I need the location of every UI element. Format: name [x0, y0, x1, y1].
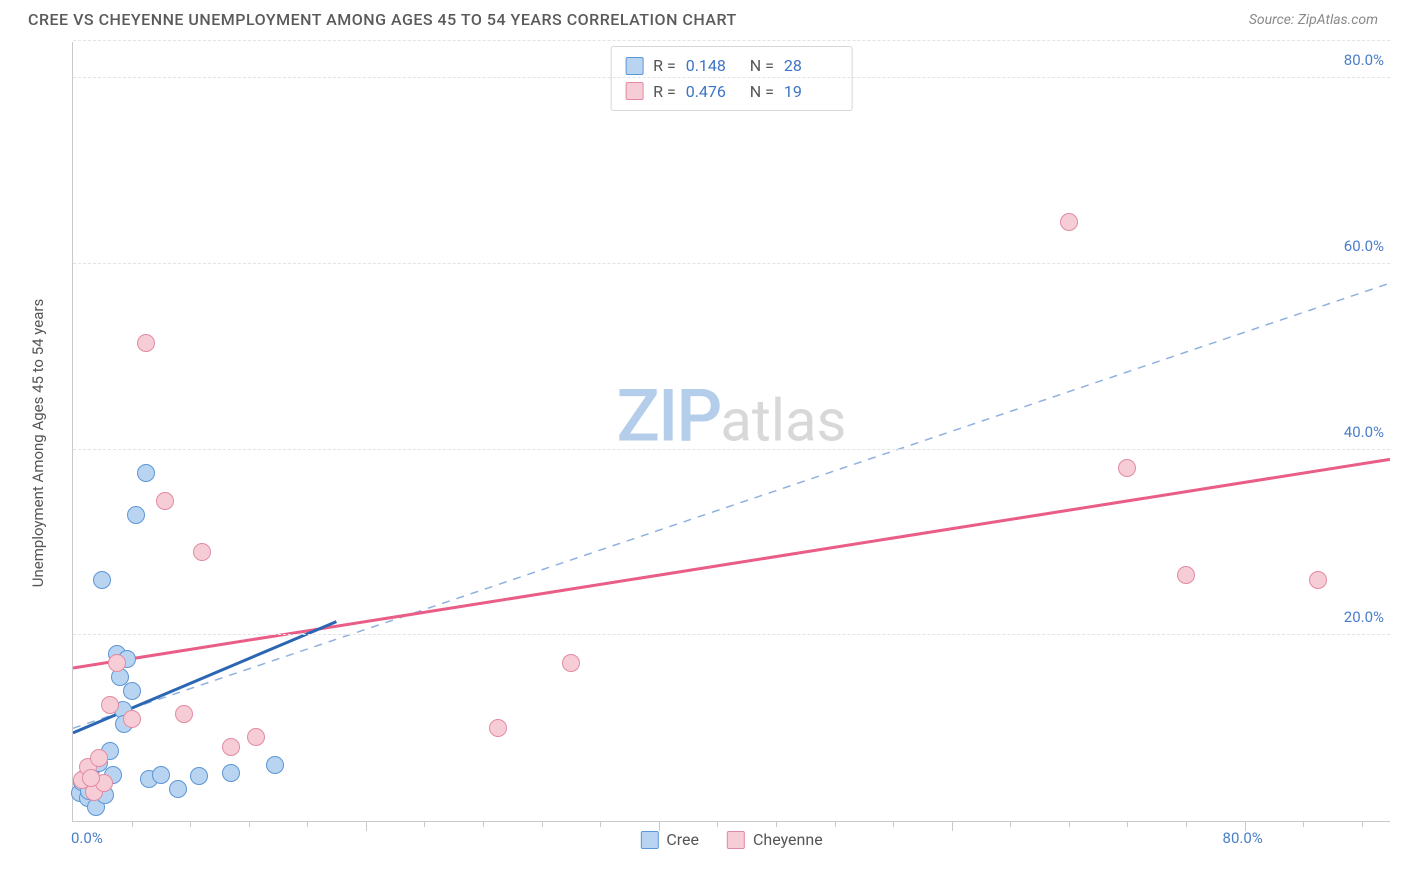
x-tick	[776, 821, 777, 827]
x-tick	[1186, 821, 1187, 827]
r-label: R =	[653, 79, 676, 105]
x-tick	[1069, 821, 1070, 827]
x-tick	[307, 821, 308, 827]
legend-row-cheyenne: R = 0.476 N = 19	[625, 79, 838, 105]
cheyenne-point	[108, 654, 126, 672]
legend-row-cree: R = 0.148 N = 28	[625, 53, 838, 79]
cheyenne-point	[137, 334, 155, 352]
x-tick	[190, 821, 191, 827]
plot-area: ZIPatlas R = 0.148 N = 28 R = 0.476 N = …	[72, 42, 1390, 822]
legend-item-cheyenne: Cheyenne	[727, 830, 823, 849]
chart-container: Unemployment Among Ages 45 to 54 years Z…	[50, 42, 1390, 844]
swatch-cheyenne-icon	[625, 82, 643, 100]
r-value-cree: 0.148	[686, 53, 740, 79]
y-axis-title: Unemployment Among Ages 45 to 54 years	[29, 299, 47, 587]
cheyenne-point	[175, 705, 193, 723]
r-value-cheyenne: 0.476	[686, 79, 740, 105]
x-tick	[659, 821, 660, 831]
cheyenne-point	[123, 710, 141, 728]
cheyenne-point	[247, 728, 265, 746]
source-label: Source: ZipAtlas.com	[1249, 12, 1378, 28]
x-axis-label-max: 80.0%	[1223, 829, 1263, 847]
cheyenne-point	[1177, 566, 1195, 584]
swatch-cree-icon	[640, 831, 658, 849]
legend-item-cree: Cree	[640, 830, 699, 849]
cheyenne-point	[193, 543, 211, 561]
cree-point	[137, 464, 155, 482]
x-tick	[132, 821, 133, 827]
watermark-atlas: atlas	[720, 387, 846, 455]
cheyenne-point	[489, 719, 507, 737]
x-tick	[366, 821, 367, 831]
legend-series: Cree Cheyenne	[640, 830, 822, 849]
x-tick	[952, 821, 953, 831]
legend-stats: R = 0.148 N = 28 R = 0.476 N = 19	[610, 46, 853, 111]
cheyenne-point	[1060, 213, 1078, 231]
cheyenne-point	[222, 738, 240, 756]
x-tick	[1010, 821, 1011, 827]
x-tick	[424, 821, 425, 827]
x-tick	[717, 821, 718, 827]
cheyenne-point	[82, 769, 100, 787]
legend-label-cree: Cree	[666, 830, 699, 849]
r-label: R =	[653, 53, 676, 79]
gridline	[73, 263, 1390, 264]
cheyenne-point	[90, 749, 108, 767]
y-axis-label: 60.0%	[1344, 237, 1384, 255]
cree-point	[123, 682, 141, 700]
gridline	[73, 634, 1390, 635]
cheyenne-point	[1118, 459, 1136, 477]
watermark-zip: ZIP	[617, 373, 721, 458]
cree-point	[190, 767, 208, 785]
cree-point	[152, 766, 170, 784]
trend-line	[73, 459, 1390, 668]
x-tick	[1362, 821, 1363, 827]
x-tick	[600, 821, 601, 827]
x-tick	[249, 821, 250, 827]
x-tick	[1245, 821, 1246, 831]
x-tick	[542, 821, 543, 827]
x-tick	[893, 821, 894, 827]
x-tick	[835, 821, 836, 827]
n-value-cheyenne: 19	[784, 79, 838, 105]
trend-lines	[73, 42, 1390, 821]
swatch-cree-icon	[625, 57, 643, 75]
cheyenne-point	[156, 492, 174, 510]
y-axis-label: 80.0%	[1344, 51, 1384, 69]
x-axis-label-min: 0.0%	[71, 829, 103, 847]
chart-title: CREE VS CHEYENNE UNEMPLOYMENT AMONG AGES…	[28, 10, 737, 29]
cheyenne-point	[562, 654, 580, 672]
cree-point	[127, 506, 145, 524]
y-axis-label: 40.0%	[1344, 423, 1384, 441]
cree-point	[266, 756, 284, 774]
legend-label-cheyenne: Cheyenne	[753, 830, 823, 849]
x-tick	[483, 821, 484, 827]
trend-line	[73, 283, 1390, 728]
cree-point	[93, 571, 111, 589]
cree-point	[222, 764, 240, 782]
gridline	[73, 77, 1390, 78]
gridline	[73, 449, 1390, 450]
swatch-cheyenne-icon	[727, 831, 745, 849]
y-axis-label: 20.0%	[1344, 608, 1384, 626]
n-label: N =	[750, 79, 774, 105]
n-label: N =	[750, 53, 774, 79]
n-value-cree: 28	[784, 53, 838, 79]
x-tick	[1127, 821, 1128, 827]
cheyenne-point	[1309, 571, 1327, 589]
x-tick	[1303, 821, 1304, 827]
gridline	[73, 40, 1390, 41]
cheyenne-point	[101, 696, 119, 714]
watermark: ZIPatlas	[617, 373, 847, 458]
cree-point	[169, 780, 187, 798]
